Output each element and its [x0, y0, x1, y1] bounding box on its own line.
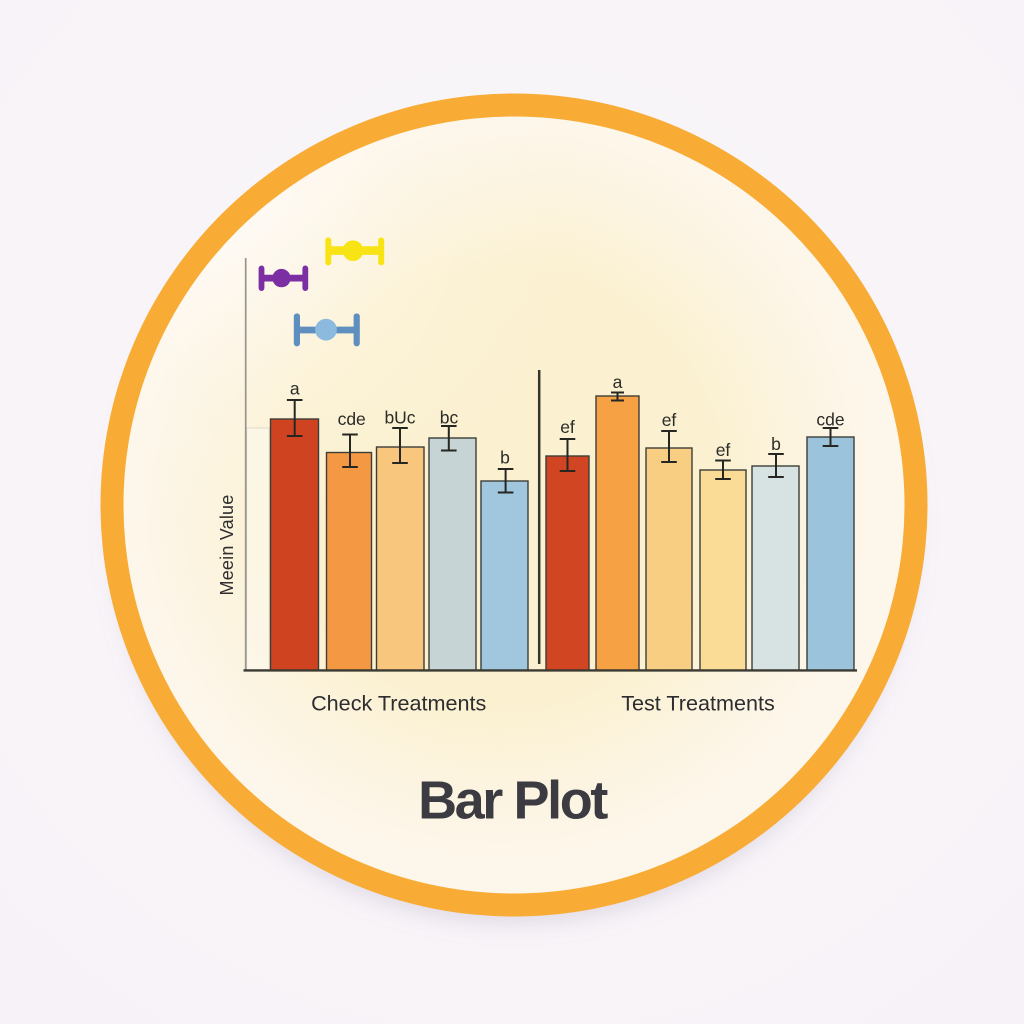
svg-text:Check Treatments: Check Treatments — [311, 691, 486, 716]
svg-text:bUc: bUc — [384, 408, 415, 428]
svg-text:bc: bc — [440, 408, 459, 428]
svg-text:cde: cde — [338, 409, 366, 429]
svg-text:a: a — [613, 372, 623, 392]
svg-text:Bar Plot: Bar Plot — [418, 771, 608, 831]
svg-text:b: b — [771, 434, 781, 454]
svg-text:ef: ef — [716, 440, 731, 460]
svg-text:ef: ef — [662, 410, 677, 430]
svg-text:Meein Value: Meein Value — [217, 495, 237, 596]
svg-text:b: b — [500, 448, 510, 468]
svg-text:ef: ef — [560, 417, 575, 437]
svg-text:a: a — [290, 379, 300, 399]
svg-text:Test Treatments: Test Treatments — [621, 691, 775, 716]
svg-text:cde: cde — [816, 410, 844, 430]
